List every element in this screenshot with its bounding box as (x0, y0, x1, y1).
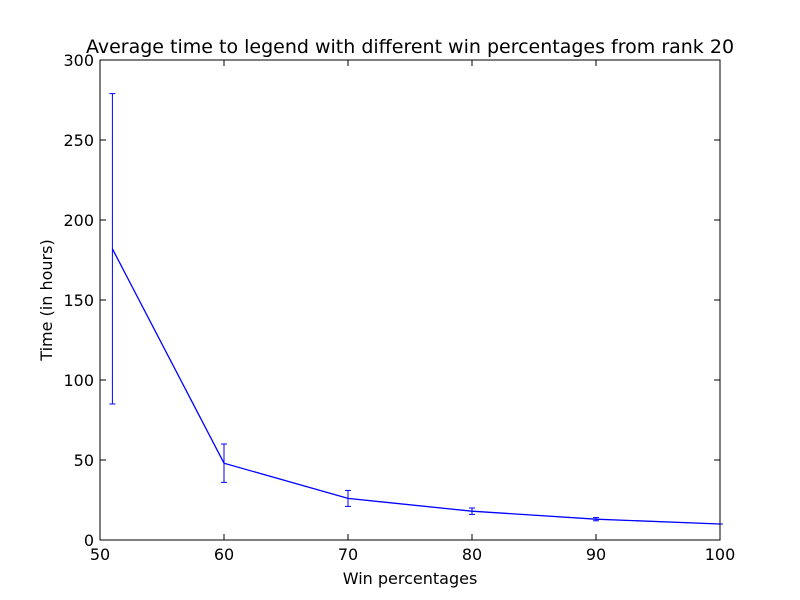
x-tick-label: 100 (705, 545, 736, 564)
y-axis-title: Time (in hours) (37, 239, 56, 361)
y-tick-label: 150 (63, 291, 94, 310)
x-tick-label: 70 (338, 545, 358, 564)
x-tick-label: 80 (462, 545, 482, 564)
plot-background (100, 60, 720, 540)
plot-frame (99, 59, 721, 541)
x-tick-label: 60 (214, 545, 234, 564)
x-tick-label: 50 (90, 545, 110, 564)
y-tick-label: 50 (74, 451, 94, 470)
x-axis-title: Win percentages (343, 569, 478, 588)
x-tick-label: 90 (586, 545, 606, 564)
y-tick-label: 250 (63, 131, 94, 150)
y-tick-label: 200 (63, 211, 94, 230)
y-tick-label: 0 (84, 531, 94, 550)
series-line (111, 248, 721, 525)
y-tick-label: 100 (63, 371, 94, 390)
chart-title: Average time to legend with different wi… (86, 36, 734, 58)
y-tick-label: 300 (63, 51, 94, 70)
series-layer (109, 93, 723, 525)
